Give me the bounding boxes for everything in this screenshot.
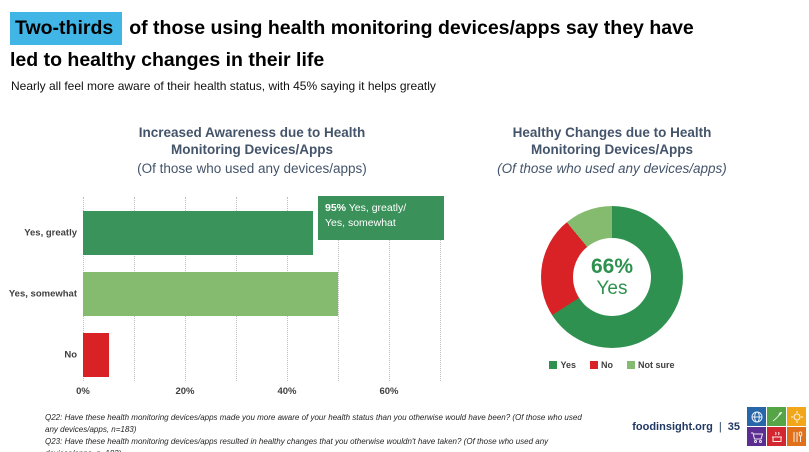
bar-row: Yes, greatly (24, 211, 440, 255)
bar-chart-subtitle: (Of those who used any devices/apps) (137, 161, 367, 176)
footnote: Q22: Have these health monitoring device… (45, 413, 582, 434)
shopping-cart-icon (750, 432, 763, 443)
callout-line2: Yes, somewhat (325, 217, 396, 229)
legend-swatch (627, 361, 635, 369)
x-tick-label: 20% (175, 386, 195, 397)
logo-tile-utensils (787, 427, 806, 446)
donut-center-label: Yes (596, 277, 628, 299)
title-line1-rest: of those using health monitoring devices… (129, 17, 694, 39)
callout-percent: 95% (325, 202, 347, 214)
x-tick-label: 40% (277, 386, 297, 397)
donut-chart-title-line1: Healthy Changes due to Health (512, 125, 712, 140)
x-tick-label: 0% (76, 386, 90, 397)
legend-swatch (549, 361, 558, 369)
bar-category-label: Yes, greatly (24, 227, 77, 239)
legend-item: Yes (549, 360, 576, 370)
legend-label: No (601, 360, 613, 370)
legend-label: Not sure (638, 360, 675, 370)
legend-item: Not sure (627, 360, 675, 370)
x-tick-label: 60% (379, 386, 399, 397)
logo-tile-agriculture (767, 407, 786, 426)
gridline (440, 197, 441, 381)
logo-tile-sun (787, 407, 806, 426)
legend-label: Yes (560, 360, 576, 370)
callout-box: 95% Yes, greatly/ Yes, somewhat (318, 196, 444, 240)
plant-icon (772, 411, 782, 421)
footer-questions: Q22: Have these health monitoring device… (45, 412, 595, 452)
page-title: Two-thirds of those using health monitori… (10, 12, 800, 76)
donut-chart-subtitle: (Of those who used any devices/apps) (497, 161, 727, 176)
brand-separator: | (718, 421, 722, 433)
gridline (389, 197, 390, 381)
ific-logo (747, 407, 806, 446)
title-highlight: Two-thirds (10, 12, 123, 45)
bar-category-label: Yes, somewhat (8, 288, 77, 300)
cooking-pot-icon (771, 431, 782, 442)
donut-legend: Yes No Not sure (457, 360, 767, 370)
donut-chart: 66% Yes (541, 206, 683, 348)
logo-tile-globe (747, 407, 766, 426)
callout-line1: Yes, greatly/ (348, 202, 407, 214)
bar-chart-title: Increased Awareness due to Health Monito… (46, 124, 458, 158)
legend-swatch (590, 361, 598, 369)
footnote: Q23: Have these health monitoring device… (45, 437, 549, 452)
logo-tile-cart (747, 427, 766, 446)
bar-chart-title-line1: Increased Awareness due to Health (138, 125, 366, 140)
bar-x-axis: 0% 20% 40% 60% (76, 386, 440, 400)
donut-center-percent: 66% (590, 254, 634, 278)
footer-brand: foodinsight.org | 35 (600, 421, 740, 433)
brand-site: foodinsight.org (632, 421, 713, 433)
bar-chart-title-line2: Monitoring Devices/Apps (170, 142, 334, 157)
sun-icon (790, 410, 803, 423)
donut-chart-title: Healthy Changes due to Health Monitoring… (457, 124, 767, 158)
bar-plot: Yes, greatly Yes, somewhat No (9, 197, 441, 381)
bar (83, 333, 109, 377)
gridline (338, 197, 339, 381)
bar (83, 211, 313, 255)
logo-tile-pot (767, 427, 786, 446)
bar-chart-section: Increased Awareness due to Health Monito… (9, 124, 458, 414)
globe-icon (751, 411, 762, 422)
donut-chart-title-line2: Monitoring Devices/Apps (530, 142, 694, 157)
bar-row: No (64, 333, 440, 377)
page-number: 35 (727, 421, 740, 433)
utensils-icon (793, 431, 802, 442)
title-line2: led to healthy changes in their life (10, 49, 325, 71)
bar (83, 272, 338, 316)
bar-row: Yes, somewhat (9, 272, 440, 316)
legend-item: No (590, 360, 613, 370)
donut-chart-section: Healthy Changes due to Health Monitoring… (457, 124, 767, 414)
slide-subtitle: Nearly all feel more aware of their heal… (11, 79, 436, 93)
bar-category-label: No (64, 349, 77, 361)
donut-center: 66% Yes (573, 238, 651, 316)
